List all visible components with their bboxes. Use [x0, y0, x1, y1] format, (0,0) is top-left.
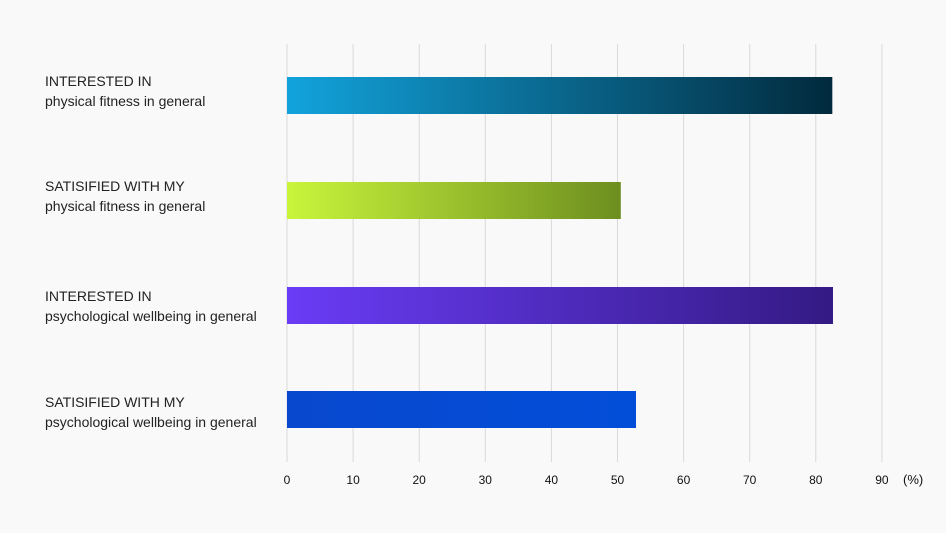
bar-3	[287, 391, 637, 428]
bar-1	[287, 182, 621, 219]
x-tick-label-70: 70	[743, 473, 757, 487]
x-tick-label-90: 90	[875, 473, 889, 487]
x-tick-label-80: 80	[809, 473, 823, 487]
x-axis-unit: (%)	[903, 472, 924, 487]
category-label-satisfied-physical: SATISIFIED WITH MY physical fitness in g…	[45, 178, 206, 214]
x-tick-label-20: 20	[412, 473, 426, 487]
x-tick-label-30: 30	[478, 473, 492, 487]
x-tick-label-10: 10	[346, 473, 360, 487]
category-label-satisfied-psychological: SATISIFIED WITH MY psychological wellbei…	[45, 394, 257, 430]
x-tick-label-0: 0	[283, 473, 291, 487]
bar-0	[287, 77, 833, 114]
x-tick-label-60: 60	[676, 473, 691, 487]
x-tick-label-40: 40	[544, 473, 559, 487]
x-tick-label-50: 50	[610, 473, 625, 487]
category-label-interested-physical: INTERESTED IN physical fitness in genera…	[45, 73, 206, 109]
category-label-interested-psychological: INTERESTED IN psychological wellbeing in…	[45, 288, 257, 324]
bar-2	[287, 287, 833, 324]
